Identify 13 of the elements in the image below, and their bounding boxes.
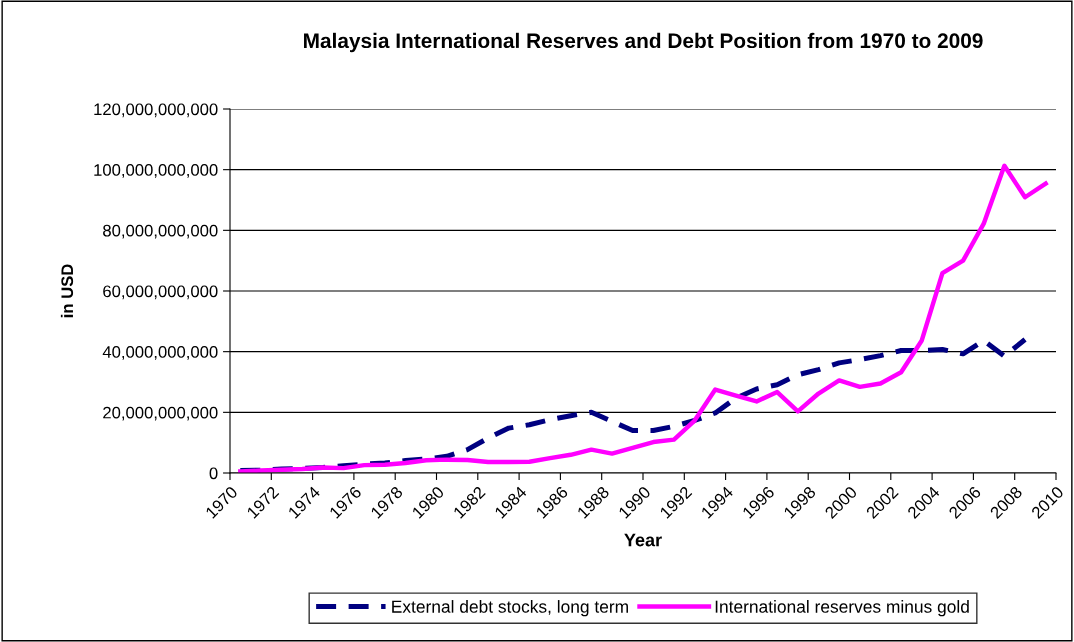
y-axis-title: in USD: [60, 264, 74, 318]
y-tick-label: 80,000,000,000: [103, 224, 218, 239]
y-tick-label: 100,000,000,000: [94, 164, 218, 178]
y-tick-label: 40,000,000,000: [102, 346, 218, 360]
x-axis-title: Year: [624, 533, 662, 547]
chart-title: Malaysia International Reserves and Debt Position from 1970 to 2009: [304, 32, 983, 53]
line-series: [238, 163, 1048, 473]
y-tick-label: 60,000,000,000: [103, 285, 218, 300]
y-tick-label: 20,000,000,000: [103, 406, 218, 421]
y-tick-label: 0: [209, 467, 218, 480]
legend-label: International reserves minus gold: [715, 600, 969, 617]
y-tick-label: 120,000,000,000: [94, 103, 218, 118]
legend-label: External debt stocks, long term: [392, 600, 628, 617]
